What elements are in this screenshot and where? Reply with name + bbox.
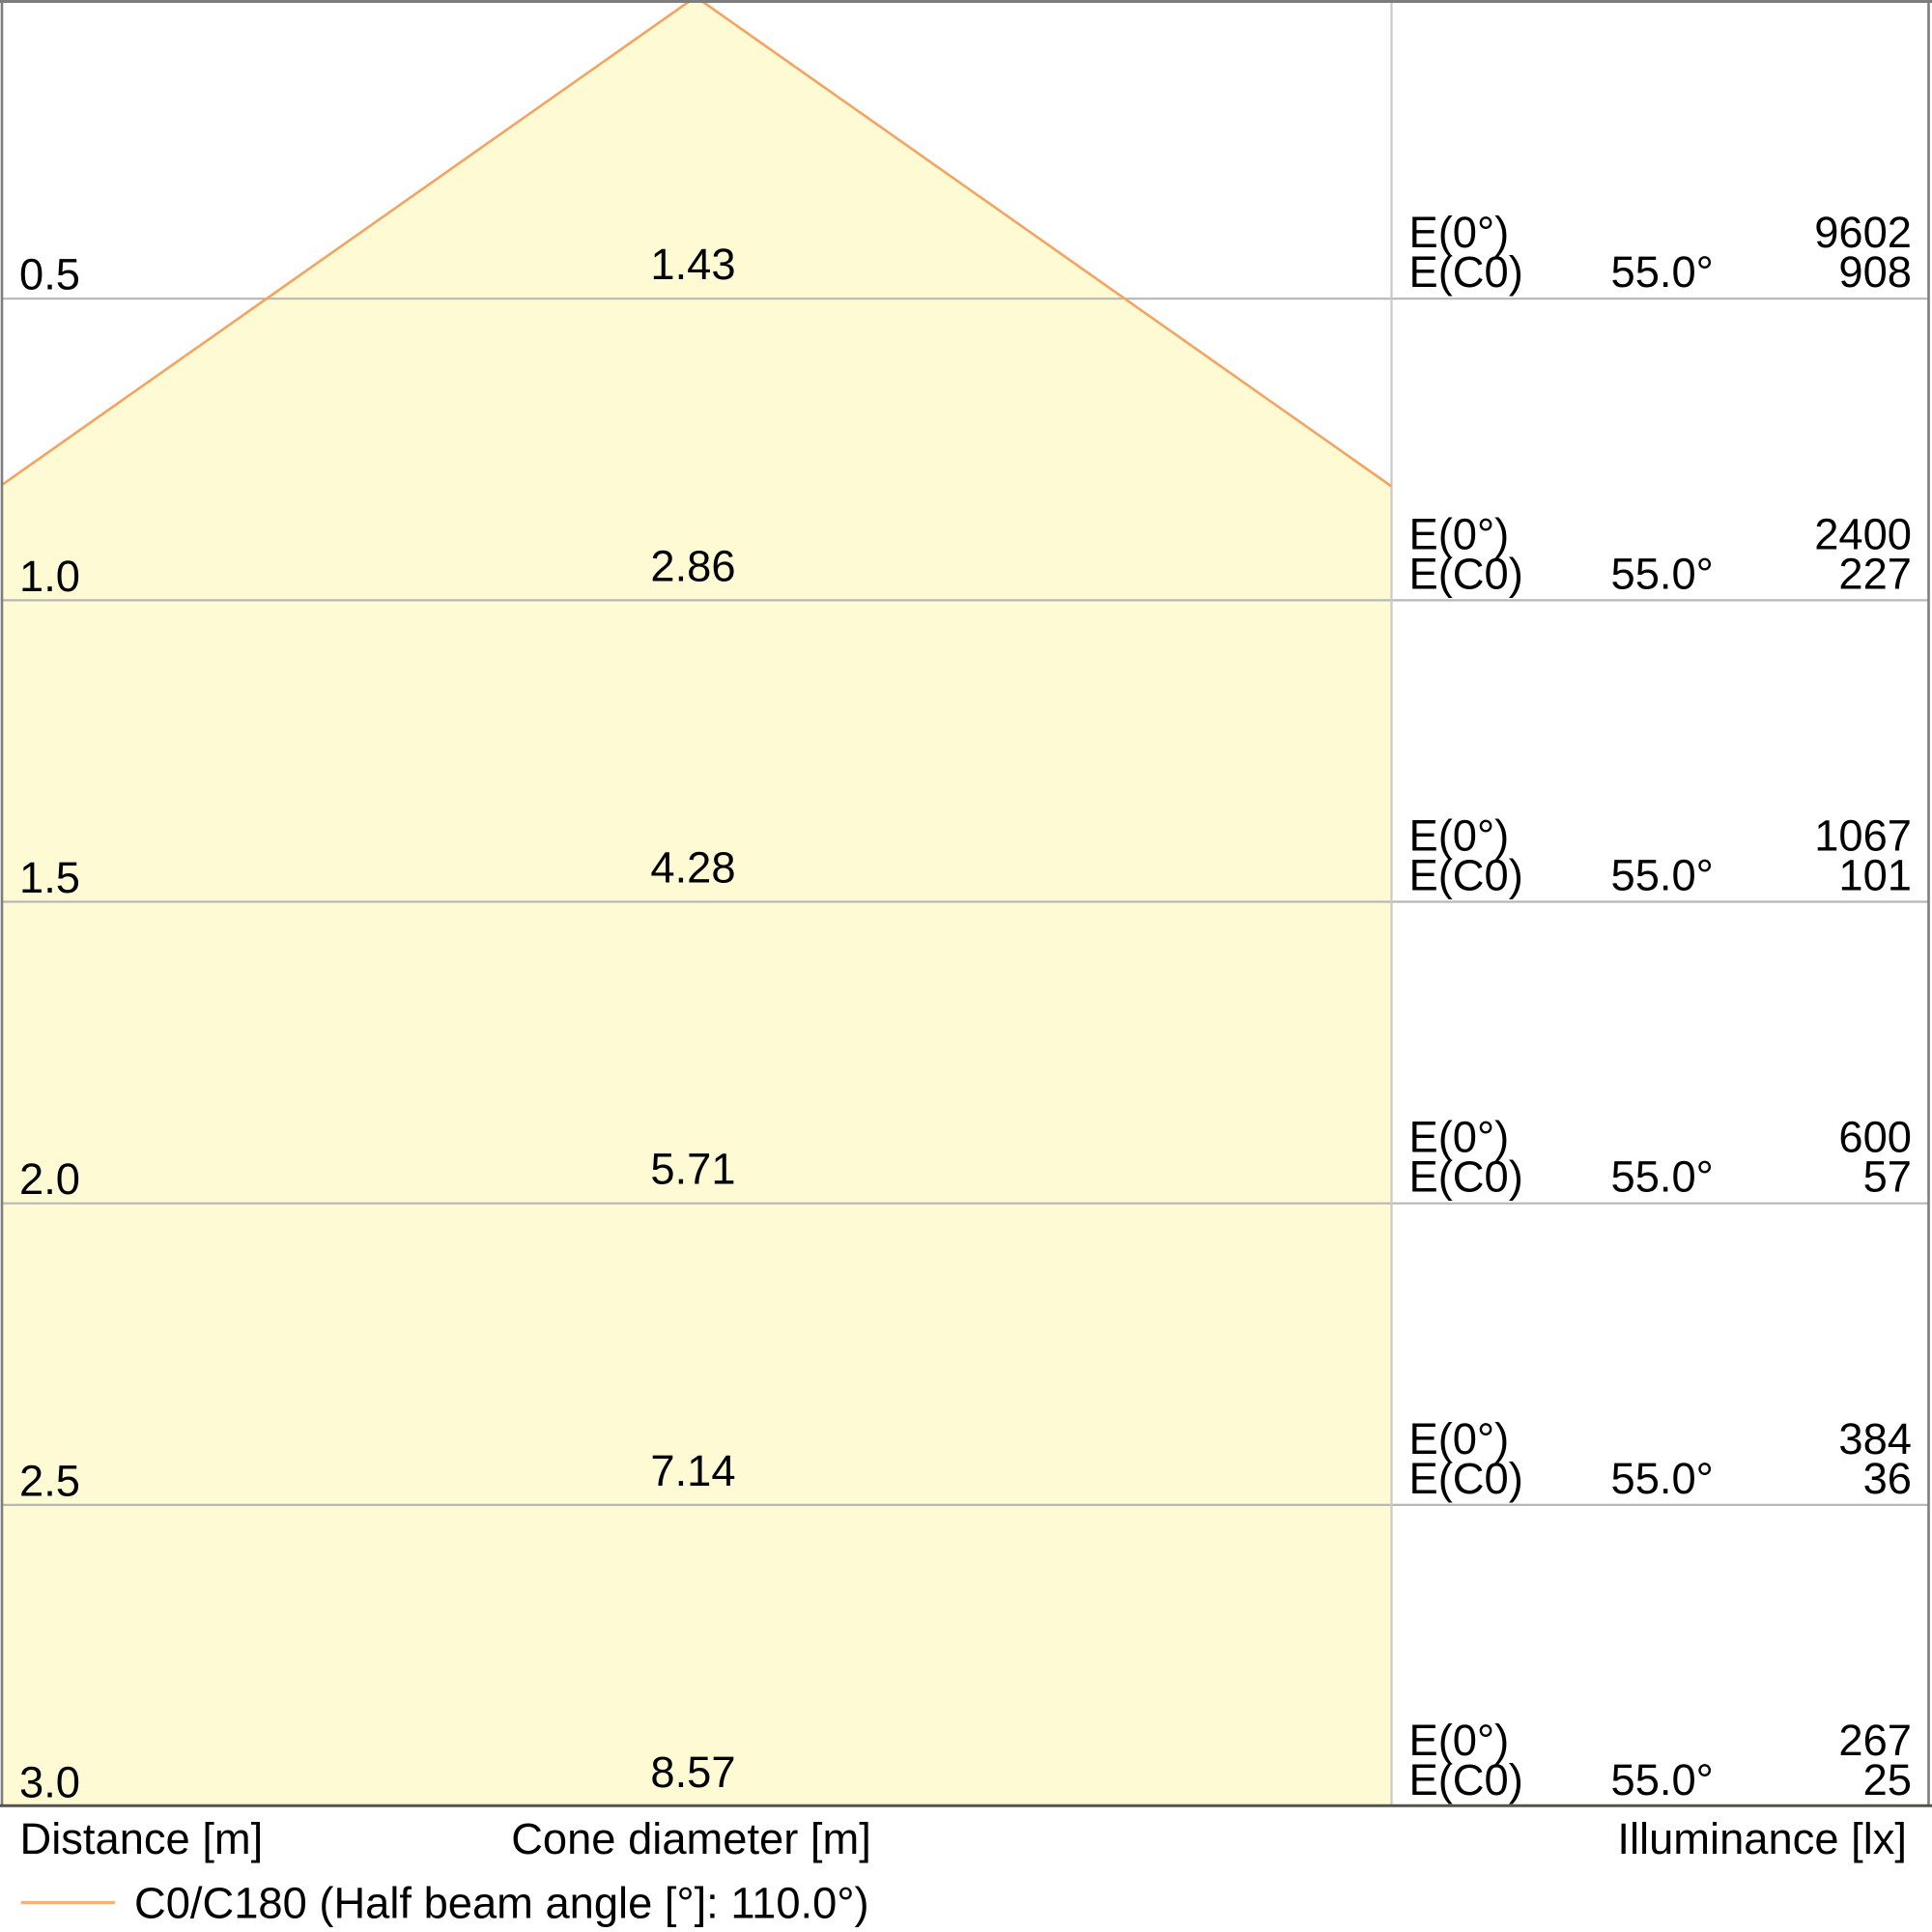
svg-text:9602: 9602 [1814, 208, 1912, 257]
svg-text:1067: 1067 [1814, 811, 1912, 861]
svg-text:E(C0): E(C0) [1409, 1152, 1523, 1202]
svg-text:384: 384 [1838, 1414, 1912, 1463]
svg-text:2.0: 2.0 [19, 1154, 80, 1204]
svg-text:E(0°): E(0°) [1409, 1414, 1510, 1463]
svg-text:E(C0): E(C0) [1409, 1755, 1523, 1804]
svg-text:2400: 2400 [1814, 509, 1912, 558]
svg-text:4.28: 4.28 [650, 843, 735, 893]
svg-text:E(0°): E(0°) [1409, 1716, 1510, 1765]
svg-text:908: 908 [1838, 247, 1912, 297]
svg-text:25: 25 [1863, 1755, 1912, 1804]
svg-text:0.5: 0.5 [19, 250, 80, 299]
svg-text:227: 227 [1838, 549, 1912, 598]
svg-text:55.0°: 55.0° [1611, 1152, 1714, 1202]
svg-text:E(C0): E(C0) [1409, 1454, 1523, 1503]
svg-text:E(0°): E(0°) [1409, 811, 1510, 861]
svg-text:55.0°: 55.0° [1611, 1755, 1714, 1804]
svg-text:E(C0): E(C0) [1409, 851, 1523, 900]
svg-text:2.86: 2.86 [650, 541, 735, 590]
svg-text:Distance [m]: Distance [m] [20, 1814, 264, 1863]
svg-text:55.0°: 55.0° [1611, 851, 1714, 900]
svg-text:55.0°: 55.0° [1611, 247, 1714, 297]
svg-text:E(C0): E(C0) [1409, 549, 1523, 598]
svg-text:E(0°): E(0°) [1409, 1113, 1510, 1162]
svg-text:1.43: 1.43 [650, 240, 735, 289]
svg-text:E(0°): E(0°) [1409, 208, 1510, 257]
svg-text:267: 267 [1838, 1716, 1912, 1765]
svg-text:55.0°: 55.0° [1611, 1454, 1714, 1503]
svg-text:7.14: 7.14 [650, 1446, 735, 1495]
svg-text:600: 600 [1838, 1113, 1912, 1162]
svg-text:57: 57 [1863, 1152, 1912, 1202]
svg-text:36: 36 [1863, 1454, 1912, 1503]
svg-text:55.0°: 55.0° [1611, 549, 1714, 598]
svg-text:2.5: 2.5 [19, 1456, 80, 1505]
svg-text:101: 101 [1838, 851, 1912, 900]
svg-text:Illuminance [lx]: Illuminance [lx] [1617, 1814, 1907, 1863]
svg-text:E(C0): E(C0) [1409, 247, 1523, 297]
svg-text:E(0°): E(0°) [1409, 509, 1510, 558]
svg-text:3.0: 3.0 [19, 1758, 80, 1807]
svg-text:1.0: 1.0 [19, 552, 80, 601]
svg-text:1.5: 1.5 [19, 853, 80, 902]
svg-text:8.57: 8.57 [650, 1747, 735, 1797]
svg-text:Cone diameter [m]: Cone diameter [m] [511, 1814, 871, 1863]
svg-text:5.71: 5.71 [650, 1145, 735, 1194]
svg-text:C0/C180 (Half beam angle [°]:: C0/C180 (Half beam angle [°]: 110.0°) [134, 1879, 869, 1928]
